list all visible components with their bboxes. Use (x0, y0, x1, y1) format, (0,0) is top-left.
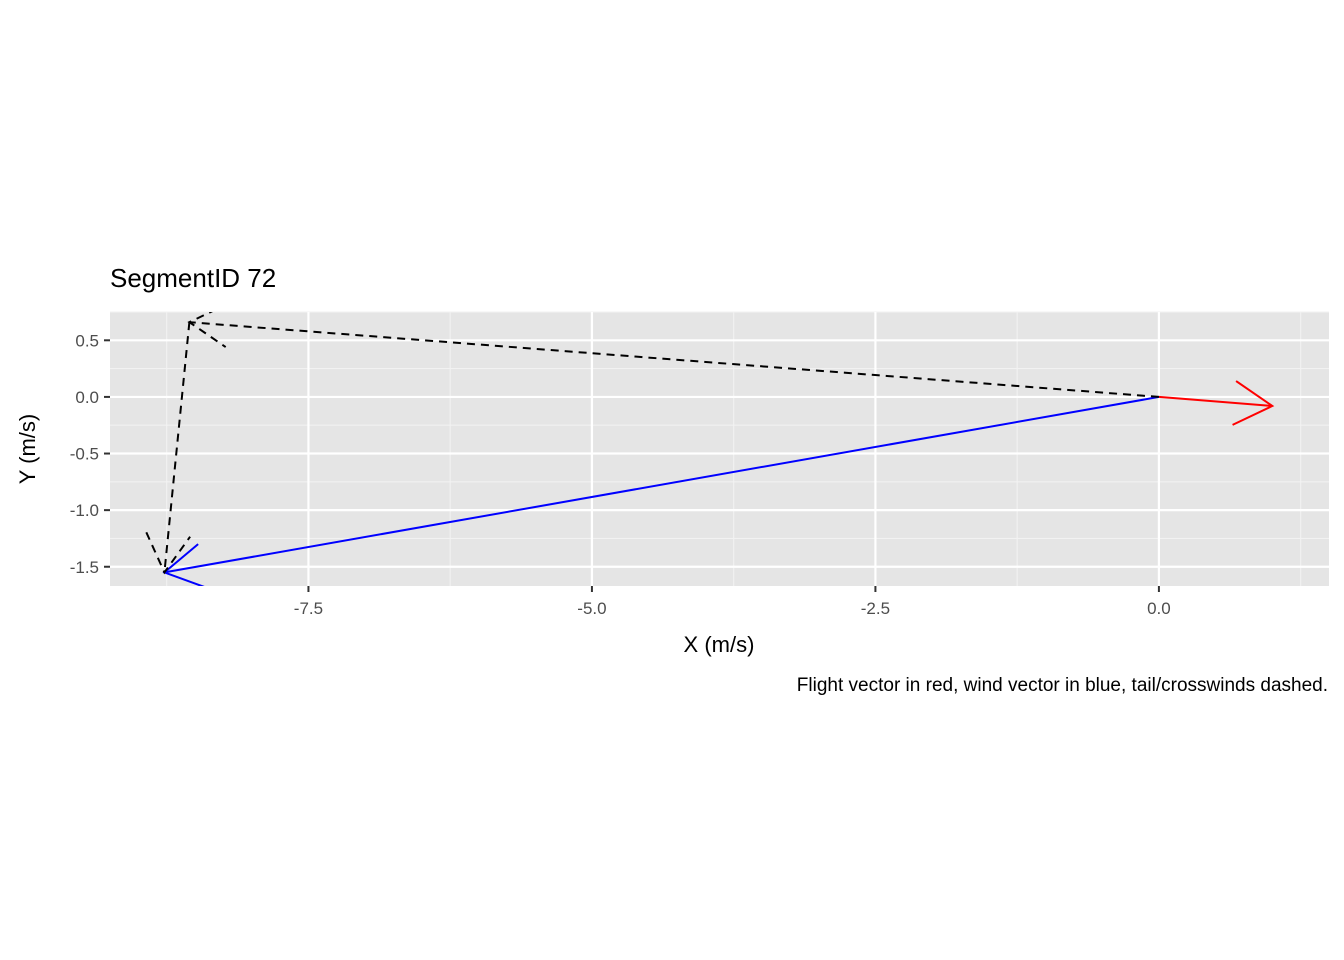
x-axis-title: X (m/s) (684, 632, 755, 657)
flight-vector-shaft (1158, 395, 1273, 407)
x-tick-label: -5.0 (577, 599, 606, 618)
x-axis: -7.5 -5.0 -2.5 0.0 (294, 586, 1171, 618)
x-tick-label: 0.0 (1147, 599, 1171, 618)
y-axis-title: Y (m/s) (15, 414, 40, 484)
x-tick-label: -7.5 (294, 599, 323, 618)
chart-caption: Flight vector in red, wind vector in blu… (797, 675, 1328, 696)
wind-vector-shaft (164, 395, 1160, 574)
y-tick-label: 0.5 (75, 331, 99, 350)
y-tick-label: -1.0 (70, 501, 99, 520)
vectors (145, 312, 1275, 586)
grid-major (110, 312, 1329, 586)
y-tick-label: -1.5 (70, 558, 99, 577)
flight-vector-arrowhead (1232, 380, 1275, 426)
chart-title: SegmentID 72 (110, 263, 276, 293)
y-tick-label: 0.0 (75, 388, 99, 407)
plot-panel (110, 312, 1329, 586)
y-tick-label: -0.5 (70, 445, 99, 464)
x-tick-label: -2.5 (861, 599, 890, 618)
crosswind-arrowhead (145, 531, 191, 575)
grid-minor (110, 311, 1329, 586)
y-axis: 0.5 0.0 -0.5 -1.0 -1.5 (70, 331, 110, 577)
